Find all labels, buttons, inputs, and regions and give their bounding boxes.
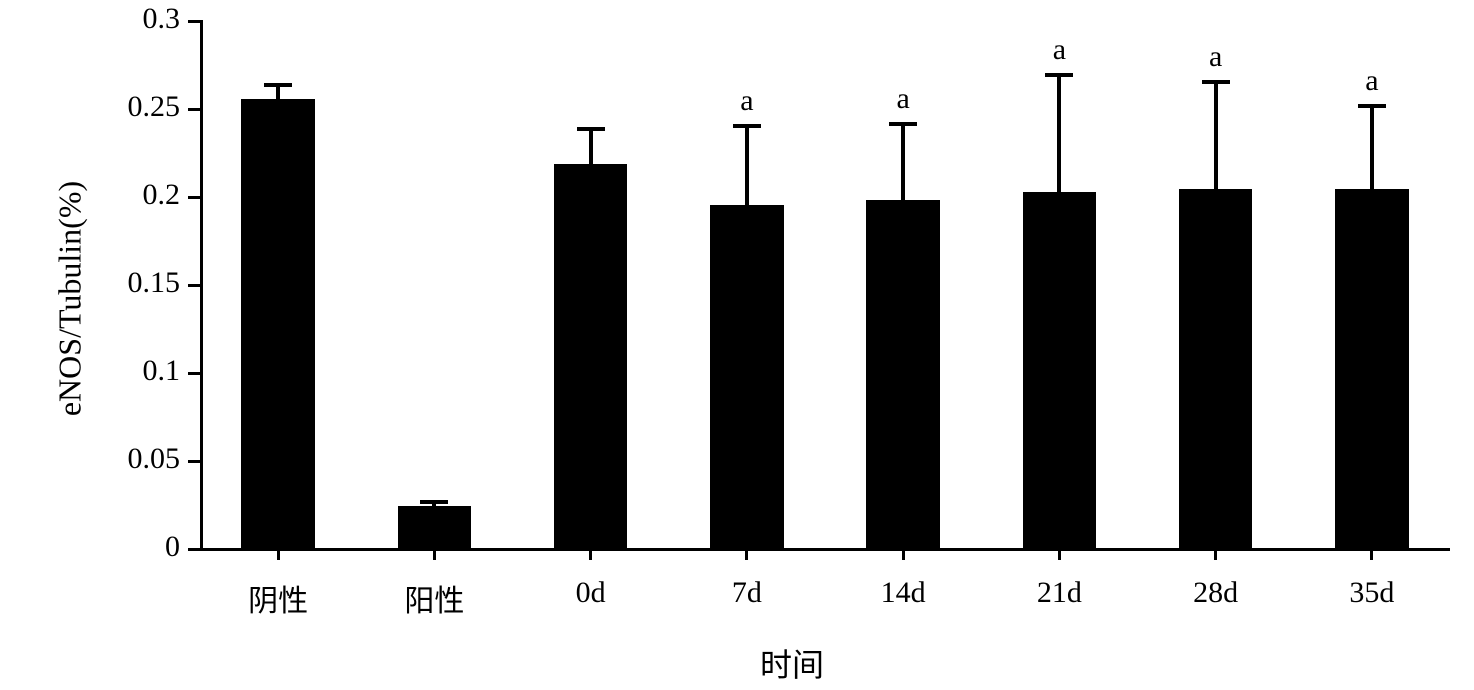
- error-stem: [589, 129, 593, 164]
- bar: [1023, 192, 1096, 548]
- x-axis-title-text: 时间: [760, 647, 824, 683]
- x-tick-label: 0d: [531, 576, 651, 610]
- x-tick-mark: [277, 548, 280, 560]
- x-tick-label: 阴性: [218, 576, 338, 620]
- bar-annotation: a: [1039, 33, 1079, 67]
- y-tick-label: 0.25: [128, 90, 181, 124]
- x-tick-label: 14d: [843, 576, 963, 610]
- bar: [241, 99, 314, 548]
- x-tick-mark: [745, 548, 748, 560]
- y-tick-mark: [188, 548, 200, 551]
- y-tick-mark: [188, 196, 200, 199]
- x-axis-line: [200, 548, 1450, 551]
- bar-annotation: a: [727, 84, 767, 118]
- error-cap: [889, 122, 917, 126]
- error-cap: [1202, 80, 1230, 84]
- y-axis-line: [200, 20, 203, 551]
- error-stem: [745, 126, 749, 205]
- y-tick-label: 0.3: [143, 2, 181, 36]
- error-cap: [264, 83, 292, 87]
- bar: [1335, 189, 1408, 548]
- x-tick-mark: [902, 548, 905, 560]
- bar-annotation: a: [1352, 64, 1392, 98]
- bar: [398, 506, 471, 548]
- x-tick-mark: [433, 548, 436, 560]
- y-tick-label: 0.2: [143, 178, 181, 212]
- y-axis-title: eNOS/Tubulin(%): [52, 169, 89, 429]
- x-tick-mark: [1370, 548, 1373, 560]
- error-cap: [1358, 104, 1386, 108]
- x-tick-mark: [1214, 548, 1217, 560]
- bar: [710, 205, 783, 548]
- y-tick-mark: [188, 20, 200, 23]
- error-stem: [1057, 75, 1061, 193]
- error-cap: [577, 127, 605, 131]
- bar: [1179, 189, 1252, 548]
- x-tick-mark: [589, 548, 592, 560]
- x-axis-title: 时间: [760, 640, 824, 686]
- error-cap: [420, 500, 448, 504]
- x-tick-label: 21d: [999, 576, 1119, 610]
- error-stem: [276, 85, 280, 99]
- error-cap: [733, 124, 761, 128]
- bar: [866, 200, 939, 548]
- y-tick-label: 0: [165, 530, 180, 564]
- x-tick-label: 7d: [687, 576, 807, 610]
- error-cap: [1045, 73, 1073, 77]
- y-tick-mark: [188, 372, 200, 375]
- y-tick-mark: [188, 460, 200, 463]
- y-tick-mark: [188, 284, 200, 287]
- y-axis-title-text: eNOS/Tubulin(%): [52, 181, 88, 416]
- bar-annotation: a: [1196, 40, 1236, 74]
- x-tick-label: 阳性: [374, 576, 494, 620]
- x-tick-label: 35d: [1312, 576, 1432, 610]
- x-tick-label: 28d: [1156, 576, 1276, 610]
- chart-container: eNOS/Tubulin(%) 时间 0 0.05 0.1 0.15 0.2 0.25 0.…: [0, 0, 1474, 690]
- error-stem: [1370, 106, 1374, 189]
- error-stem: [1214, 82, 1218, 189]
- bar-annotation: a: [883, 82, 923, 116]
- error-stem: [901, 124, 905, 200]
- y-tick-label: 0.15: [128, 266, 181, 300]
- x-tick-mark: [1058, 548, 1061, 560]
- y-tick-label: 0.05: [128, 442, 181, 476]
- y-tick-label: 0.1: [143, 354, 181, 388]
- y-tick-mark: [188, 108, 200, 111]
- bar: [554, 164, 627, 548]
